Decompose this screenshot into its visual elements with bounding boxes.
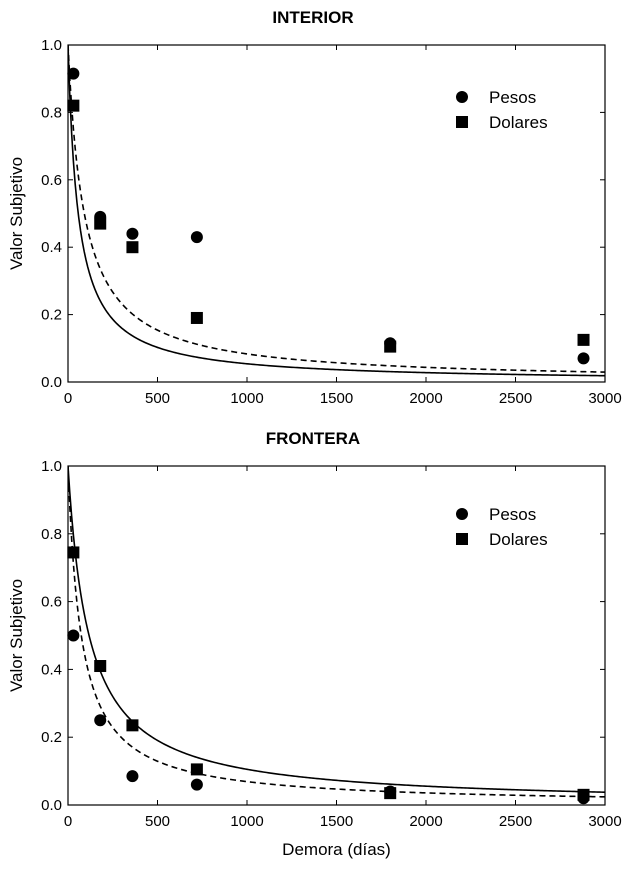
data-point-pesos	[190, 778, 203, 791]
data-point-pesos	[94, 714, 107, 727]
y-tick-label: 0.4	[41, 661, 62, 678]
y-tick-label: 1.0	[41, 458, 62, 475]
fit-curve-dolares	[68, 45, 605, 377]
legend: Pesos Dolares	[456, 88, 548, 132]
chart-title: FRONTERA	[266, 429, 360, 448]
legend-label-dolares: Dolares	[489, 113, 548, 132]
y-tick-label: 0.4	[41, 239, 62, 256]
x-tick-label: 3000	[588, 813, 621, 830]
x-tick-label: 0	[64, 813, 72, 830]
x-tick-label: 2000	[409, 813, 442, 830]
data-point-pesos	[577, 352, 590, 365]
data-point-dolares	[384, 787, 397, 800]
legend-marker-square	[456, 116, 468, 128]
data-point-dolares	[577, 788, 590, 801]
x-tick-label: 2500	[499, 813, 532, 830]
data-point-pesos	[190, 231, 203, 244]
data-point-dolares	[190, 763, 203, 776]
data-point-pesos	[67, 67, 80, 80]
data-point-dolares	[94, 660, 107, 673]
data-point-dolares	[577, 333, 590, 346]
legend-marker-circle	[456, 508, 468, 520]
legend-label-dolares: Dolares	[489, 530, 548, 549]
y-tick-label: 1.0	[41, 37, 62, 54]
data-point-dolares	[190, 311, 203, 324]
fit-curve-dolares	[68, 466, 605, 794]
x-tick-label: 0	[64, 390, 72, 407]
y-tick-label: 0.8	[41, 526, 62, 543]
y-axis-label: Valor Subjetivo	[7, 579, 26, 692]
data-point-dolares	[126, 719, 139, 732]
legend: Pesos Dolares	[456, 505, 548, 549]
x-tick-label: 1500	[320, 813, 353, 830]
x-tick-label: 500	[145, 390, 170, 407]
x-tick-label: 3000	[588, 390, 621, 407]
y-tick-label: 0.6	[41, 172, 62, 189]
legend-label-pesos: Pesos	[489, 88, 536, 107]
data-point-dolares	[67, 99, 80, 112]
y-tick-label: 0.6	[41, 594, 62, 611]
chart-panel-1: INTERIOR 0 500 1000 1500 2000 2500 3000 0.0 0.2 0.…	[7, 8, 622, 407]
y-tick-label: 0.2	[41, 729, 62, 746]
x-tick-label: 1500	[320, 390, 353, 407]
x-tick-label: 1000	[230, 390, 263, 407]
y-axis-label: Valor Subjetivo	[7, 157, 26, 270]
y-tick-label: 0.2	[41, 307, 62, 324]
x-tick-label: 1000	[230, 813, 263, 830]
data-point-dolares	[126, 241, 139, 254]
fit-curve-pesos	[68, 466, 605, 798]
chart-panel-2: FRONTERA 0 500 1000 1500 2000 2500 3000 0.0 0.2 0.…	[7, 429, 622, 859]
x-tick-label: 500	[145, 813, 170, 830]
data-point-pesos	[67, 629, 80, 642]
chart-title: INTERIOR	[272, 8, 353, 27]
legend-marker-circle	[456, 91, 468, 103]
legend-label-pesos: Pesos	[489, 505, 536, 524]
data-point-dolares	[67, 546, 80, 559]
data-point-pesos	[126, 770, 139, 783]
legend-marker-square	[456, 533, 468, 545]
data-point-pesos	[126, 227, 139, 240]
y-tick-label: 0.8	[41, 104, 62, 121]
data-point-dolares	[384, 340, 397, 353]
x-tick-label: 2000	[409, 390, 442, 407]
x-tick-label: 2500	[499, 390, 532, 407]
fit-curve-pesos	[68, 45, 605, 373]
y-tick-label: 0.0	[41, 797, 62, 814]
data-point-dolares	[94, 217, 107, 230]
y-tick-label: 0.0	[41, 374, 62, 391]
x-axis-label: Demora (días)	[282, 840, 391, 859]
